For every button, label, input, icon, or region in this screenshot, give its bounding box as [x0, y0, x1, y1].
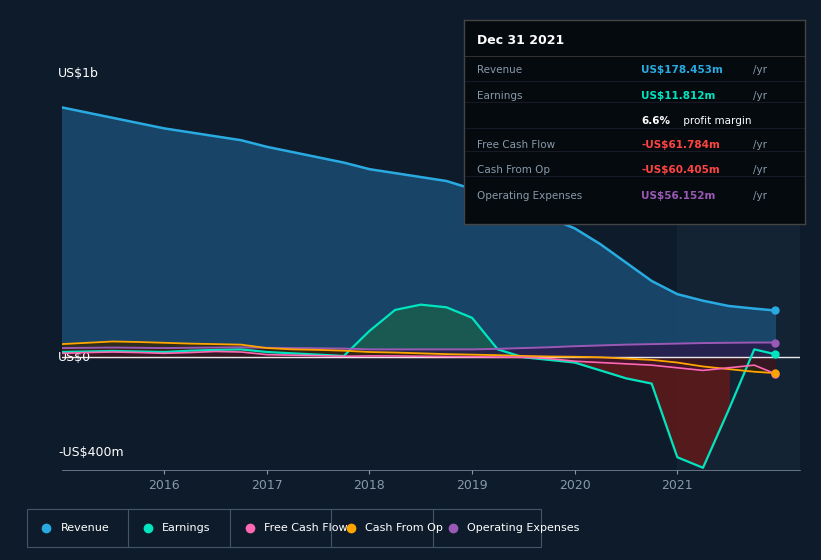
Text: Revenue: Revenue [478, 64, 523, 74]
Text: Cash From Op: Cash From Op [478, 165, 551, 175]
Text: -US$400m: -US$400m [57, 446, 123, 459]
FancyBboxPatch shape [128, 509, 236, 547]
FancyBboxPatch shape [433, 509, 541, 547]
Text: Operating Expenses: Operating Expenses [467, 523, 580, 533]
Text: Operating Expenses: Operating Expenses [478, 192, 583, 201]
Text: US$56.152m: US$56.152m [641, 192, 715, 201]
Text: US$0: US$0 [57, 351, 91, 364]
Text: /yr: /yr [754, 140, 768, 150]
Text: Free Cash Flow: Free Cash Flow [478, 140, 556, 150]
Text: US$178.453m: US$178.453m [641, 64, 723, 74]
Text: Earnings: Earnings [478, 91, 523, 101]
Text: Revenue: Revenue [61, 523, 109, 533]
Text: /yr: /yr [754, 64, 768, 74]
Text: Earnings: Earnings [163, 523, 211, 533]
Text: /yr: /yr [754, 165, 768, 175]
FancyBboxPatch shape [230, 509, 337, 547]
Text: 6.6%: 6.6% [641, 116, 670, 125]
Text: Dec 31 2021: Dec 31 2021 [478, 34, 565, 47]
Text: -US$60.405m: -US$60.405m [641, 165, 720, 175]
FancyBboxPatch shape [332, 509, 439, 547]
FancyBboxPatch shape [26, 509, 135, 547]
Text: Cash From Op: Cash From Op [365, 523, 443, 533]
Text: /yr: /yr [754, 192, 768, 201]
Text: US$1b: US$1b [57, 67, 99, 80]
Text: profit margin: profit margin [681, 116, 752, 125]
Text: Free Cash Flow: Free Cash Flow [264, 523, 347, 533]
Text: -US$61.784m: -US$61.784m [641, 140, 720, 150]
Text: /yr: /yr [754, 91, 768, 101]
Text: US$11.812m: US$11.812m [641, 91, 715, 101]
Bar [677, 78, 800, 470]
